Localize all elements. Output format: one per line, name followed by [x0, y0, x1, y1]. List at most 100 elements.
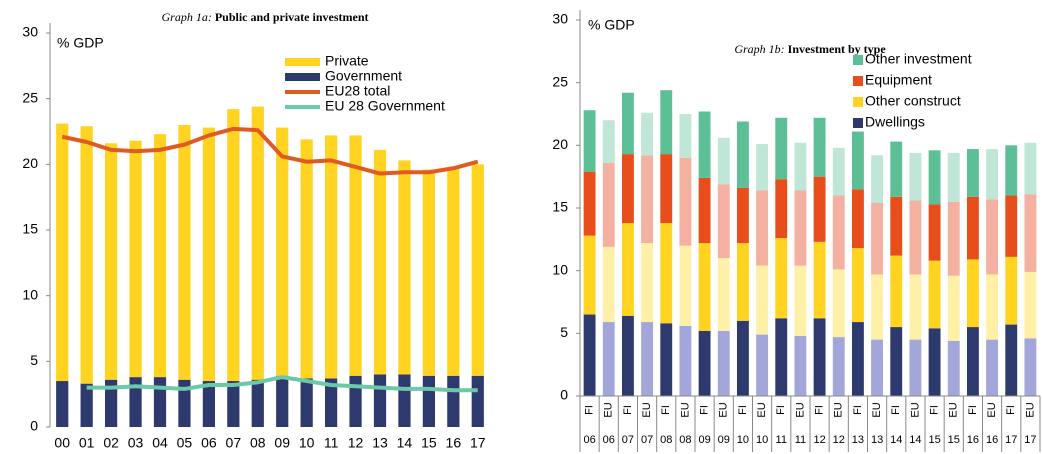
x-group-label: 08 [660, 434, 672, 446]
x-group-label: 17 [1005, 434, 1017, 446]
bar-segment [871, 274, 884, 340]
x-group-label: 17 [1024, 434, 1036, 446]
bar-segment [325, 378, 338, 427]
legend-swatch [853, 97, 863, 107]
x-group-label: 11 [795, 434, 806, 446]
x-group-label: 14 [909, 434, 921, 446]
x-tick-label: FI [852, 405, 864, 415]
x-group-label: 16 [967, 434, 979, 446]
bar-segment [602, 322, 615, 396]
bar-segment [947, 340, 960, 396]
y-axis-label: % GDP [57, 35, 104, 51]
bar-segment [602, 120, 615, 163]
bar-segment [227, 381, 240, 427]
x-tick-label: EU [679, 402, 691, 417]
bar-segment [717, 258, 730, 331]
x-tick-label: FI [660, 405, 672, 415]
bar-segment [909, 152, 922, 201]
bar-segment [775, 179, 788, 239]
bar-segment [851, 189, 864, 249]
bar-segment [890, 196, 903, 256]
bar-segment [909, 200, 922, 275]
bar-segment [756, 334, 769, 396]
bar-segment [928, 260, 941, 329]
x-tick-label: FI [1005, 405, 1017, 415]
bar-segment [851, 248, 864, 323]
x-tick-label: EU [833, 402, 845, 417]
y-tick-label: 25 [22, 89, 38, 105]
y-tick-label: 0 [560, 387, 568, 403]
bar-segment [775, 117, 788, 180]
bar-segment [1005, 145, 1018, 196]
legend-swatch [853, 55, 863, 65]
bar-segment [986, 199, 999, 275]
x-group-label: 12 [833, 434, 845, 446]
bar-segment [851, 131, 864, 190]
legend-swatch [853, 76, 863, 86]
bar-segment [890, 327, 903, 396]
x-tick-label: 12 [348, 435, 364, 451]
bar-segment [871, 339, 884, 396]
bar-segment [105, 143, 118, 380]
y-tick-label: 25 [552, 73, 568, 89]
bar-segment [871, 155, 884, 203]
bar-segment [349, 375, 362, 427]
y-tick-label: 30 [552, 11, 568, 27]
x-tick-label: 08 [250, 435, 266, 451]
bar-segment [1005, 256, 1018, 325]
bar-segment [947, 152, 960, 202]
x-tick-label: 10 [299, 435, 315, 451]
bar-segment [621, 315, 634, 396]
bar-segment [966, 149, 979, 197]
y-tick-label: 5 [30, 352, 38, 368]
bar-segment [300, 139, 313, 379]
bar-segment [398, 160, 411, 375]
bar-segment [736, 320, 749, 396]
x-tick-label: FI [890, 405, 902, 415]
y-tick-label: 20 [22, 155, 38, 171]
legend-label: Equipment [865, 72, 932, 88]
bar-segment [641, 322, 654, 396]
bar-segment [813, 241, 826, 319]
bar-segment [736, 187, 749, 244]
bar-segment [251, 379, 264, 427]
bar-segment [813, 176, 826, 242]
x-tick-label: 17 [470, 435, 486, 451]
bar-segment [602, 162, 615, 247]
title-text: Public and private investment [215, 10, 369, 24]
bar-segment [373, 149, 387, 375]
bar-segment [756, 144, 769, 191]
bar-segment [966, 327, 979, 396]
bar-segment [679, 245, 692, 326]
bar-segment [966, 196, 979, 260]
bar-segment [660, 223, 673, 324]
y-axis-label: % GDP [588, 17, 635, 33]
bar-segment [717, 330, 730, 396]
x-group-label: 06 [583, 434, 595, 446]
bar-segment [80, 383, 93, 427]
bar-segment [871, 202, 884, 275]
legend-label: Government [325, 68, 402, 84]
x-group-label: 07 [622, 434, 634, 446]
bar-segment [679, 325, 692, 396]
bar-segment [660, 90, 673, 155]
bar-segment [679, 157, 692, 246]
bar-segment [641, 155, 654, 244]
bar-segment [583, 171, 596, 236]
bar-segment [471, 164, 484, 376]
legend-label: Private [325, 53, 369, 69]
y-tick-label: 30 [22, 24, 38, 40]
bar-segment [775, 318, 788, 396]
bar-segment [300, 378, 313, 427]
legend-swatch [285, 58, 320, 66]
x-tick-label: EU [794, 402, 806, 417]
x-tick-label: EU [909, 402, 921, 417]
bar-segment [641, 243, 654, 323]
bar-segment [966, 259, 979, 328]
title-prefix: Graph 1b: [734, 42, 784, 56]
x-group-label: 10 [756, 434, 768, 446]
title-prefix: Graph 1a: [161, 10, 211, 24]
bar-segment [422, 375, 435, 427]
chart-title: Graph 1b: Investment by type [734, 42, 886, 56]
